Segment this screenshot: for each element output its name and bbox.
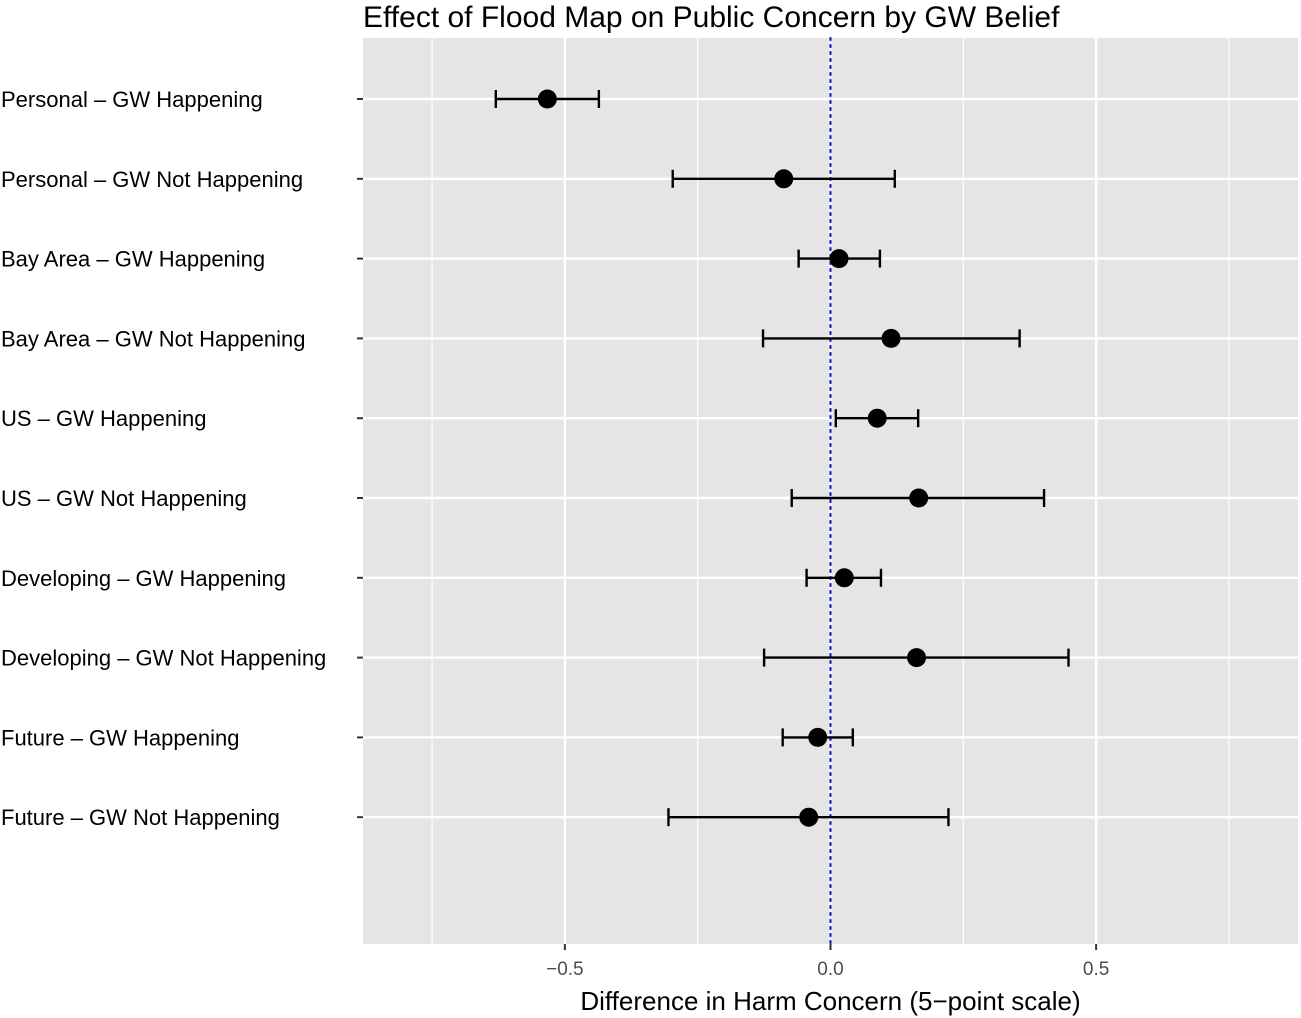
y-axis-label-2: Bay Area – GW Happening	[1, 247, 265, 272]
y-axis-labels: Personal – GW Happening Personal – GW Not…	[1, 87, 326, 830]
data-point-5	[909, 488, 929, 508]
data-point-3	[881, 328, 901, 348]
y-axis-label-0: Personal – GW Happening	[1, 87, 263, 112]
x-tick-label-1: 0.0	[817, 959, 843, 980]
x-axis-title: Difference in Harm Concern (5−point scal…	[580, 986, 1080, 1016]
data-point-7	[907, 648, 927, 668]
y-axis-label-9: Future – GW Not Happening	[1, 805, 280, 830]
y-axis-label-7: Developing – GW Not Happening	[1, 646, 326, 671]
y-axis-label-5: US – GW Not Happening	[1, 486, 247, 511]
x-tick-label-2: 0.5	[1083, 959, 1109, 980]
chart-title: Effect of Flood Map on Public Concern by…	[363, 1, 1060, 34]
data-point-2	[829, 249, 849, 269]
y-axis-label-3: Bay Area – GW Not Happening	[1, 326, 306, 351]
y-axis-label-1: Personal – GW Not Happening	[1, 167, 303, 192]
data-points	[537, 89, 929, 827]
data-point-4	[867, 408, 887, 428]
data-point-8	[808, 727, 828, 747]
y-axis-label-4: US – GW Happening	[1, 406, 206, 431]
y-axis-label-6: Developing – GW Happening	[1, 566, 286, 591]
data-point-9	[799, 807, 819, 827]
data-point-0	[537, 89, 557, 109]
x-axis-ticks	[563, 944, 1098, 950]
data-point-1	[774, 169, 794, 189]
x-tick-label-0: −0.5	[546, 959, 584, 980]
y-axis-label-8: Future – GW Happening	[1, 725, 239, 750]
data-point-6	[834, 568, 854, 588]
y-axis-ticks	[357, 98, 363, 819]
minor-gridlines	[431, 38, 1230, 944]
x-axis-labels: −0.5 0.0 0.5	[546, 959, 1109, 980]
